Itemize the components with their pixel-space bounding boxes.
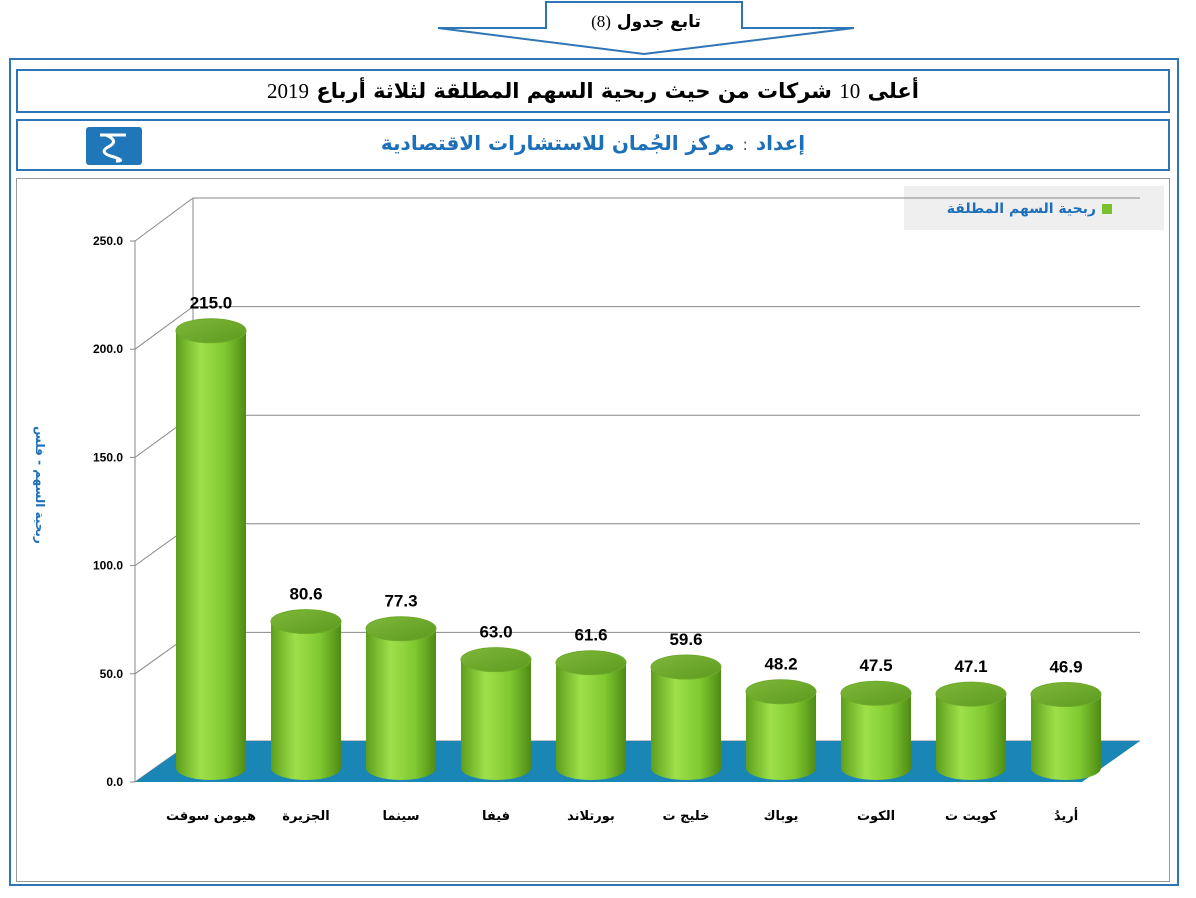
x-tick-label: فيفا (482, 809, 510, 824)
bar-top (270, 609, 342, 635)
outer-frame (9, 58, 1179, 886)
company-logo (86, 127, 142, 165)
table-continuation-banner: تابع جدول (8) (436, 0, 856, 58)
bar-top (1030, 682, 1102, 708)
page-title: أعلى 10 شركات من حيث ربحية السهم المطلقة… (16, 69, 1170, 113)
x-tick-label: الجزيرة (282, 809, 329, 824)
gridline-diagonal (134, 197, 194, 242)
bar-body (366, 628, 436, 780)
bar (840, 680, 912, 780)
prepared-by-label: إعداد (755, 131, 806, 155)
y-tick-label: 50.0 (100, 667, 124, 681)
title-count: 10 (839, 78, 861, 103)
title-year: 2019 (267, 78, 310, 103)
table-continuation-label: تابع جدول (8) (436, 12, 856, 32)
data-label: 48.2 (764, 655, 797, 674)
bar-body (176, 330, 246, 780)
bar-body (271, 621, 341, 780)
x-tick-label: خليج ت (663, 809, 710, 824)
bar (650, 654, 722, 780)
bar-top (555, 650, 627, 676)
x-tick-label: بورتلاند (567, 809, 615, 824)
bar-body (936, 694, 1006, 780)
data-label: 77.3 (384, 592, 417, 611)
x-tick-label: أريدُ (1054, 807, 1078, 824)
data-label: 63.0 (479, 623, 512, 642)
bar-top (460, 647, 532, 673)
data-label: 46.9 (1049, 658, 1082, 677)
bar-top (650, 654, 722, 680)
x-tick-label: الكوت (857, 809, 895, 824)
x-tick-label: يوباك (764, 809, 799, 824)
bar-body (556, 662, 626, 780)
data-label: 47.1 (954, 657, 987, 676)
y-tick-label: 250.0 (93, 234, 123, 248)
legend-label: ربحية السهم المطلقة (946, 201, 1096, 217)
prepared-by-separator: : (742, 135, 748, 154)
bar-body (651, 667, 721, 780)
data-label: 47.5 (859, 656, 892, 675)
bar-top (175, 318, 247, 344)
prepared-by-org: مركز الجُمان للاستشارات الاقتصادية (380, 131, 735, 155)
table-number: (8) (591, 12, 611, 31)
bar-body (746, 691, 816, 780)
bar-top (935, 681, 1007, 707)
bar-top (840, 680, 912, 706)
y-tick-label: 0.0 (106, 775, 123, 789)
bar (935, 681, 1007, 780)
bar (365, 616, 437, 780)
prepared-by-box: إعداد: مركز الجُمان للاستشارات الاقتصادية (16, 119, 1170, 171)
bar (175, 318, 247, 780)
data-label: 215.0 (190, 294, 233, 313)
bar (555, 650, 627, 780)
bar (270, 609, 342, 780)
y-tick-label: 200.0 (93, 342, 123, 356)
data-label: 80.6 (289, 585, 322, 604)
x-tick-label: سينما (383, 809, 420, 824)
y-tick-label: 150.0 (93, 450, 123, 464)
bar-top (745, 679, 817, 705)
bar (745, 679, 817, 780)
down-arrow-icon (437, 1, 855, 56)
legend-item: ربحية السهم المطلقة (947, 201, 1112, 217)
bar-body (841, 693, 911, 780)
bar (460, 647, 532, 780)
bar-body (461, 659, 531, 780)
bar-body (1031, 694, 1101, 780)
gridline-diagonal (134, 306, 194, 350)
logo-icon (100, 133, 126, 163)
chart-frame (16, 178, 1170, 882)
bar (1030, 682, 1102, 780)
x-tick-label: هيومن سوفت (166, 809, 256, 824)
title-main: شركات من حيث ربحية السهم المطلقة لثلاثة … (316, 79, 832, 103)
title-prefix: أعلى (867, 79, 919, 103)
y-tick-label: 100.0 (93, 559, 123, 573)
chart-legend: ربحية السهم المطلقة (904, 186, 1164, 230)
legend-swatch (1102, 204, 1112, 214)
data-label: 59.6 (669, 630, 702, 649)
bar-top (365, 616, 437, 642)
continuation-text: تابع جدول (616, 12, 701, 32)
data-label: 61.6 (574, 626, 607, 645)
x-tick-label: كويت ت (945, 809, 997, 824)
